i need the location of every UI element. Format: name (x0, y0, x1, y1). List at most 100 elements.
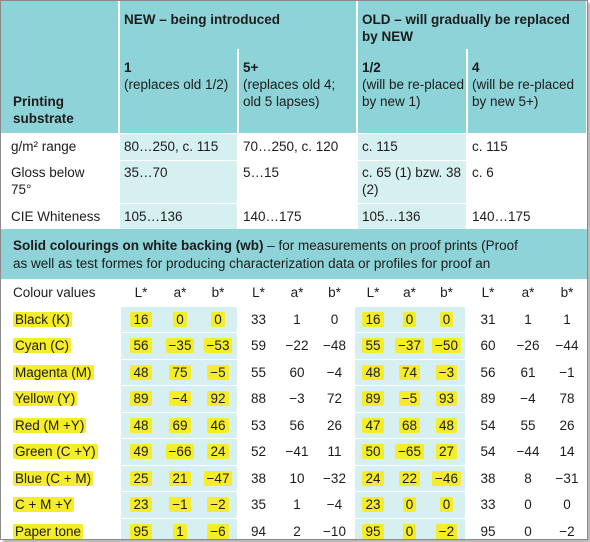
cell-value: 26 (326, 417, 343, 433)
cell-value: −4 (326, 364, 343, 380)
solid-heading-line-1: Solid colourings on white backing (wb) –… (13, 237, 587, 255)
table-cell: 89 (354, 385, 391, 412)
cell-value: 24 (207, 444, 229, 460)
table-cell: −44 (547, 332, 587, 359)
cell-value: −46 (432, 470, 461, 486)
cell-value: 72 (326, 391, 343, 407)
cell-value: −31 (555, 470, 579, 486)
cell-value: −22 (285, 338, 309, 354)
cell-value: 49 (130, 444, 152, 460)
cell-value: 53 (250, 417, 267, 433)
colour-name: C + M +Y (13, 497, 75, 513)
cell-value: 92 (207, 391, 229, 407)
table-cell: −2 (199, 491, 239, 518)
solid-heading-rest: – for measurements on proof prints (Proo… (263, 238, 518, 253)
cell-value: 0 (402, 311, 417, 327)
table-row: Cyan (C) 56 −35 −53 59 −22 −48 55 −37 −50 60 −26 −44 (1, 332, 587, 359)
table-cell: 35…70 (119, 159, 239, 203)
table-cell: 60 (466, 332, 509, 359)
colour-name-cell: Green (C +Y) (1, 438, 121, 465)
cell-value: 1 (293, 311, 301, 327)
table-cell: 23 (121, 491, 161, 518)
cell-value: 94 (250, 523, 267, 539)
column-desc: (replaces old 1/2) (124, 77, 229, 92)
cell-value: 25 (130, 470, 152, 486)
table-cell: 31 (466, 305, 509, 333)
table-cell: −3 (278, 385, 316, 412)
colour-values-header-row: Colour values L* a* b* L* a* b* L* a* b* L* a* b* (1, 279, 587, 306)
table-row: Magenta (M) 48 75 −5 55 60 −4 48 74 −3 56 61 −1 (1, 358, 587, 386)
cell-value: −44 (555, 338, 579, 354)
table-cell: 48 (354, 358, 391, 386)
table-cell: 33 (466, 491, 509, 518)
cell-value: 48 (130, 417, 152, 433)
cell-value: 0 (402, 523, 417, 539)
cell-value: −35 (165, 338, 195, 354)
column-new-5plus: 5+ (replaces old 4; old 5 lapses) (238, 49, 359, 133)
table-cell: 8 (509, 464, 547, 492)
table-cell: 0 (161, 305, 199, 333)
cell-value: 16 (130, 311, 152, 327)
table-cell: 95 (354, 517, 391, 539)
table-cell: 27 (428, 438, 467, 465)
table-cell: 0 (391, 491, 428, 518)
cell-value: 60 (289, 364, 305, 380)
cell-value: −41 (285, 444, 309, 460)
cell-value: −2 (559, 523, 575, 539)
column-header: a* (509, 279, 547, 306)
table-cell: −5 (199, 358, 239, 386)
cell-value: 23 (362, 497, 384, 513)
colour-name: Red (M +Y) (13, 417, 87, 433)
table-cell: −2 (428, 517, 467, 539)
cell-value: 8 (524, 470, 532, 486)
table-cell: 26 (316, 411, 355, 439)
cell-value: −65 (395, 444, 424, 460)
cell-value: 26 (559, 417, 575, 433)
table-row: CIE Whiteness 105…136 140…175 105…136 14… (1, 202, 587, 229)
table-cell: 22 (391, 464, 428, 492)
cell-value: 24 (362, 470, 384, 486)
table-cell: 56 (466, 358, 509, 386)
table-cell: 89 (121, 385, 161, 412)
table-cell: −66 (161, 438, 199, 465)
colour-name: Magenta (M) (13, 364, 94, 380)
row-label: g/m² range (1, 132, 120, 160)
table-row: Blue (C + M) 25 21 −47 38 10 −32 24 22 −46 38 8 −31 (1, 464, 587, 492)
cell-value: −44 (516, 444, 540, 460)
table-cell: −37 (391, 332, 428, 359)
column-old-1-2: 1/2 (will be re-placed by new 1) (357, 49, 469, 133)
table-cell: −46 (428, 464, 467, 492)
table-cell: 53 (238, 411, 278, 439)
table-cell: −4 (509, 385, 547, 412)
cell-value: 14 (559, 444, 575, 460)
table-cell: −31 (547, 464, 587, 492)
column-old-4: 4 (will be re-placed by new 5+) (467, 49, 587, 133)
printing-substrate-label: Printing substrate (13, 93, 74, 126)
table-cell: 54 (466, 411, 509, 439)
table-cell: 0 (547, 491, 587, 518)
table-row: Black (K) 16 0 0 33 1 0 16 0 0 31 1 1 (1, 305, 587, 333)
cell-value: 33 (480, 497, 496, 513)
table-cell: 38 (466, 464, 509, 492)
cell-value: 2 (293, 523, 301, 539)
table-cell: 16 (354, 305, 391, 333)
table-row: C + M +Y 23 −1 −2 35 1 −4 23 0 0 33 0 0 (1, 491, 587, 518)
colour-name-cell: Cyan (C) (1, 332, 121, 359)
table-cell: 105…136 (119, 202, 239, 229)
column-header: L* (466, 279, 509, 306)
table-cell: 55 (354, 332, 391, 359)
table-cell: −6 (199, 517, 239, 539)
table-cell: 49 (121, 438, 161, 465)
column-desc: (will be re-placed by new 5+) (472, 77, 575, 109)
colour-name-cell: Magenta (M) (1, 358, 121, 386)
cell-value: 1 (563, 311, 571, 327)
cell-value: 56 (289, 417, 305, 433)
table-cell: 0 (391, 517, 428, 539)
table-cell: 0 (316, 305, 355, 333)
colour-name: Paper tone (13, 523, 84, 539)
table-cell: 48 (428, 411, 467, 439)
table-row: Paper tone 95 1 −6 94 2 −10 95 0 −2 95 0 −2 (1, 517, 587, 539)
table-cell: −65 (391, 438, 428, 465)
cell-value: 55 (362, 338, 384, 354)
cell-value: 88 (250, 391, 267, 407)
